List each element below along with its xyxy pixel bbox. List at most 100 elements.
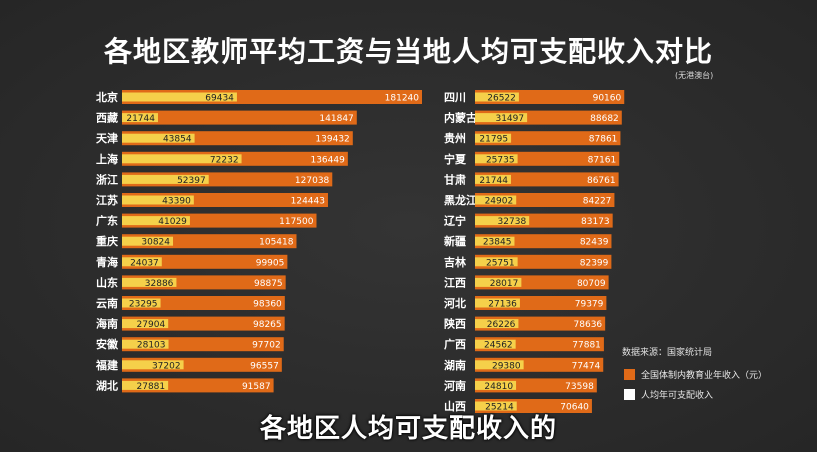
bar-income [122, 133, 195, 143]
bar-teacher [122, 110, 357, 125]
value-label-teacher: 105418 [259, 238, 294, 248]
value-label-teacher: 181240 [385, 94, 420, 104]
value-label-income: 29380 [492, 361, 521, 371]
category-label: 青海 [96, 255, 118, 269]
value-label-income: 37202 [152, 361, 181, 371]
value-label-teacher: 87161 [588, 155, 617, 165]
value-label-teacher: 77881 [572, 341, 601, 351]
value-label-income: 24902 [485, 197, 514, 207]
value-label-income: 21744 [126, 114, 155, 124]
legend-income-swatch [624, 389, 635, 400]
bar-income [122, 277, 177, 287]
value-label-income: 27904 [137, 320, 166, 330]
legend-income-label: 人均年可支配收入 [641, 391, 714, 401]
value-label-income: 25214 [485, 403, 514, 413]
bar-income [122, 360, 184, 370]
category-label: 陕西 [444, 317, 466, 331]
scope-note: (无港澳台) [675, 71, 714, 80]
value-label-income: 32738 [498, 217, 527, 227]
value-label-teacher: 98265 [253, 320, 282, 330]
value-label-teacher: 77474 [572, 361, 601, 371]
value-label-teacher: 79379 [575, 300, 604, 310]
value-label-teacher: 87861 [589, 135, 618, 145]
value-label-teacher: 84227 [583, 197, 612, 207]
value-label-teacher: 98360 [253, 300, 282, 310]
value-label-teacher: 124443 [291, 197, 325, 207]
category-label: 安徽 [96, 337, 119, 351]
bar-income [475, 401, 517, 411]
category-label: 江苏 [96, 193, 118, 207]
value-label-teacher: 80709 [577, 279, 606, 289]
value-label-teacher: 83173 [581, 217, 610, 227]
bar-income [122, 319, 169, 329]
value-label-teacher: 136449 [310, 155, 345, 165]
bar-income [475, 277, 522, 287]
category-label: 内蒙古 [444, 111, 477, 125]
category-label: 广西 [444, 337, 466, 351]
category-label: 湖北 [96, 378, 118, 392]
category-label: 贵州 [444, 131, 466, 145]
value-label-income: 24562 [484, 341, 513, 351]
bar-income [122, 92, 237, 102]
bar-income [475, 195, 517, 205]
bar-income [122, 154, 242, 164]
bar-income [475, 339, 516, 349]
category-label: 新疆 [444, 234, 466, 248]
value-label-income: 43854 [163, 135, 192, 145]
legend-teacher-label: 全国体制内教育业年收入（元） [641, 371, 768, 381]
bar-teacher [475, 131, 621, 146]
bar-teacher [122, 296, 285, 310]
value-label-income: 30824 [141, 238, 170, 248]
category-label: 福建 [95, 358, 119, 372]
video-subtitle: 各地区人均可支配收入的 [259, 414, 557, 444]
category-label: 浙江 [96, 172, 118, 186]
value-label-teacher: 88682 [590, 114, 619, 124]
value-label-income: 23295 [129, 300, 158, 310]
bar-income [122, 195, 194, 205]
value-label-teacher: 91587 [242, 382, 271, 392]
bar-income [475, 360, 524, 370]
value-label-teacher: 96557 [250, 361, 279, 371]
bar-income [122, 236, 174, 246]
value-label-income: 27881 [137, 382, 166, 392]
value-label-income: 25751 [486, 258, 515, 268]
value-label-teacher: 98875 [254, 279, 283, 289]
category-label: 湖南 [444, 358, 466, 372]
chart-title: 各地区教师平均工资与当地人均可支配收入对比 [103, 35, 713, 68]
bar-income [122, 339, 169, 349]
bar-income [122, 216, 190, 226]
value-label-income: 72232 [210, 155, 239, 165]
bar-income [475, 216, 530, 226]
value-label-income: 26522 [487, 94, 516, 104]
value-label-income: 23845 [483, 238, 512, 248]
category-label: 黑龙江 [444, 193, 477, 207]
category-label: 北京 [96, 90, 118, 104]
value-label-teacher: 86761 [587, 176, 616, 186]
value-label-teacher: 139432 [315, 135, 349, 145]
category-label: 甘肃 [444, 172, 466, 186]
category-label: 上海 [96, 152, 118, 166]
value-label-income: 21744 [479, 176, 508, 186]
bar-income [475, 133, 512, 143]
category-label: 四川 [444, 91, 466, 104]
bar-income [475, 92, 519, 102]
value-label-income: 41029 [158, 217, 187, 227]
value-label-income: 52397 [177, 176, 206, 186]
value-label-income: 43390 [162, 197, 191, 207]
category-label: 天津 [96, 131, 118, 145]
category-label: 云南 [96, 296, 118, 310]
bar-income [475, 380, 517, 390]
category-label: 西藏 [96, 111, 118, 125]
value-label-income: 69434 [205, 94, 234, 104]
legend-teacher: 全国体制内教育业年收入（元） [624, 368, 767, 381]
value-label-income: 31497 [495, 114, 524, 124]
category-label: 重庆 [96, 234, 118, 248]
bar-income [475, 257, 518, 267]
value-label-teacher: 82439 [580, 238, 609, 248]
value-label-teacher: 73598 [565, 382, 594, 392]
category-label: 江西 [444, 275, 466, 289]
bar-income [475, 298, 520, 308]
category-label: 辽宁 [444, 214, 466, 228]
value-label-income: 26226 [487, 320, 516, 330]
